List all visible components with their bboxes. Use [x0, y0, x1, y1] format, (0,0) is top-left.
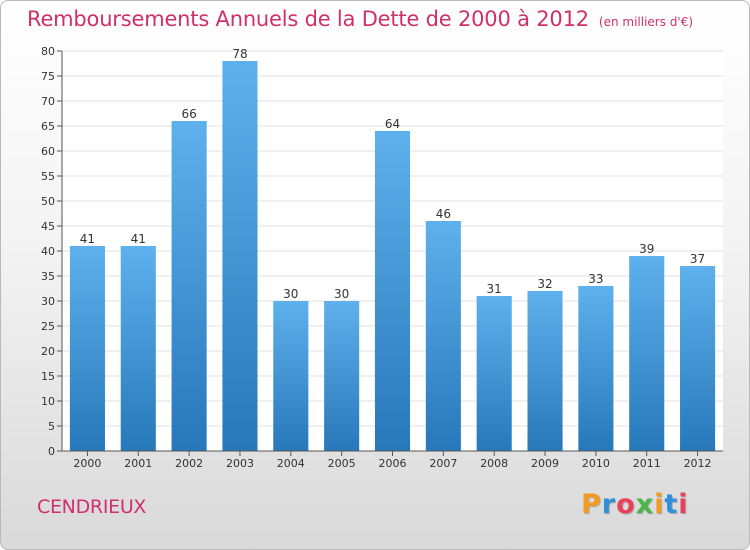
bar-value-label: 30 — [283, 287, 298, 301]
bar-value-label: 66 — [181, 107, 196, 121]
y-tick-label: 5 — [48, 420, 55, 433]
y-tick-labels: 0 5 10 15 20 25 30 35 40 45 50 55 60 65 70 75 80 — [41, 45, 55, 458]
bar-top-edge — [120, 246, 156, 248]
y-tick-label: 15 — [41, 370, 55, 383]
y-tick-label: 20 — [41, 345, 55, 358]
commune-name: CENDRIEUX — [37, 496, 147, 518]
y-tick-label: 45 — [41, 220, 55, 233]
x-tick-label: 2004 — [277, 457, 305, 470]
bar-value-label: 39 — [639, 242, 654, 256]
bar-value-label: 64 — [385, 117, 400, 131]
logo-letter: i — [678, 489, 689, 520]
x-tick-label: 2006 — [379, 457, 407, 470]
bar — [527, 291, 563, 451]
bar — [222, 61, 258, 451]
bar-top-edge — [680, 266, 716, 268]
x-tick-label: 2000 — [73, 457, 101, 470]
bar-top-edge — [374, 131, 411, 133]
bar-value-label: 33 — [588, 272, 603, 286]
bar-top-edge — [222, 61, 258, 63]
bar-value-label: 46 — [436, 207, 451, 221]
bar-top-edge — [324, 301, 360, 303]
logo-letter: P — [581, 489, 602, 520]
y-tick-label: 0 — [48, 445, 55, 458]
bar — [680, 266, 716, 451]
bar — [69, 246, 105, 451]
bar-top-edge — [476, 296, 512, 298]
data-labels: 41 41 66 78 30 30 64 46 31 32 33 39 37 — [80, 47, 705, 301]
bar — [171, 121, 207, 451]
x-tick-label: 2008 — [480, 457, 508, 470]
bar — [120, 246, 156, 451]
y-tick-label: 30 — [41, 295, 55, 308]
y-tick-label: 70 — [41, 95, 55, 108]
chart-title-text: Remboursements Annuels de la Dette de 20… — [27, 7, 589, 31]
x-tick-label: 2010 — [582, 457, 610, 470]
x-tick-label: 2002 — [175, 457, 203, 470]
y-tick-label: 55 — [41, 170, 55, 183]
bar-top-edge — [425, 221, 461, 223]
bar — [476, 296, 512, 451]
bar-value-label: 37 — [690, 252, 705, 266]
logo-letter: r — [601, 489, 617, 520]
bar — [374, 131, 411, 451]
bar — [273, 301, 309, 451]
y-tick-label: 75 — [41, 70, 55, 83]
logo-letter: i — [654, 489, 665, 520]
x-tick-label: 2009 — [531, 457, 559, 470]
y-tick-label: 65 — [41, 120, 55, 133]
bar-top-edge — [629, 256, 665, 258]
chart-unit-label: (en milliers d'€) — [598, 15, 694, 29]
x-tick-label: 2011 — [633, 457, 661, 470]
axes — [57, 50, 723, 456]
bar-value-label: 41 — [131, 232, 146, 246]
x-tick-label: 2001 — [124, 457, 152, 470]
y-tick-label: 80 — [41, 45, 55, 58]
bar-top-edge — [578, 286, 614, 288]
chart-title: Remboursements Annuels de la Dette de 20… — [27, 7, 693, 31]
x-tick-label: 2007 — [429, 457, 457, 470]
y-tick-label: 60 — [41, 145, 55, 158]
proxiti-logo: Proxiti — [581, 489, 689, 520]
logo-letter: t — [664, 489, 679, 520]
bar — [324, 301, 360, 451]
x-tick-labels: 2000 2001 2002 2003 2004 2005 2006 2007 2008 2009… — [73, 457, 711, 470]
x-tick-label: 2005 — [328, 457, 356, 470]
bar — [629, 256, 665, 451]
bar — [425, 221, 461, 451]
x-tick-label: 2003 — [226, 457, 254, 470]
bar-top-edge — [171, 121, 207, 123]
y-tick-label: 10 — [41, 395, 55, 408]
logo-letter: x — [635, 489, 655, 520]
bar-value-label: 30 — [334, 287, 349, 301]
bar-value-label: 41 — [80, 232, 95, 246]
bar-value-label: 32 — [537, 277, 552, 291]
bar-top-edge — [273, 301, 309, 303]
y-tick-label: 25 — [41, 320, 55, 333]
x-tick-label: 2012 — [684, 457, 712, 470]
bar-top-edge — [527, 291, 563, 293]
y-tick-label: 50 — [41, 195, 55, 208]
logo-letter: o — [616, 489, 636, 520]
bar-top-edge — [69, 246, 105, 248]
y-tick-label: 40 — [41, 245, 55, 258]
y-tick-label: 35 — [41, 270, 55, 283]
bar-value-label: 31 — [487, 282, 502, 296]
bars — [69, 61, 716, 451]
bar-value-label: 78 — [232, 47, 247, 61]
bar — [578, 286, 614, 451]
